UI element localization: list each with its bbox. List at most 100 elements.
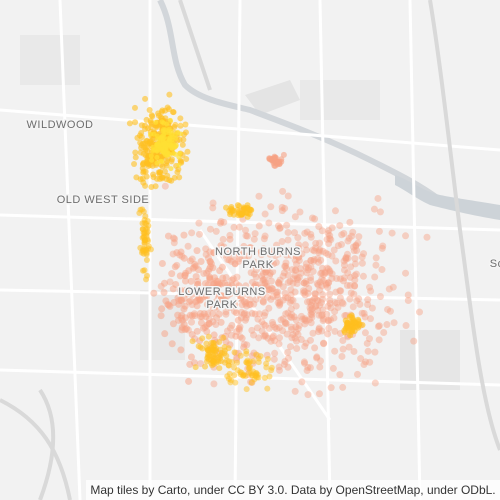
point	[177, 296, 185, 304]
point	[210, 380, 218, 388]
point	[232, 332, 240, 340]
point	[324, 279, 332, 287]
point	[292, 316, 300, 324]
point	[221, 280, 229, 288]
point	[354, 239, 362, 247]
point	[319, 317, 327, 325]
point	[310, 257, 318, 265]
point	[166, 91, 173, 98]
point	[221, 347, 228, 354]
point	[351, 276, 359, 284]
point	[281, 247, 289, 255]
point	[308, 313, 316, 321]
point	[295, 321, 303, 329]
point	[248, 326, 256, 334]
point	[315, 390, 323, 398]
point	[243, 302, 251, 310]
point	[142, 182, 149, 189]
point	[232, 379, 239, 386]
point	[322, 249, 330, 257]
point	[376, 293, 384, 301]
point	[287, 291, 295, 299]
point	[347, 289, 355, 297]
point	[269, 268, 277, 276]
point	[320, 276, 328, 284]
point	[360, 361, 368, 369]
point	[237, 352, 244, 359]
point	[260, 235, 268, 243]
point	[287, 246, 295, 254]
point	[308, 304, 316, 312]
place-label: PARK	[242, 259, 273, 271]
point	[177, 150, 183, 156]
road	[58, 0, 82, 500]
point	[212, 227, 220, 235]
point	[261, 321, 269, 329]
point	[301, 241, 309, 249]
point	[269, 293, 277, 301]
point	[237, 294, 245, 302]
point	[384, 305, 392, 313]
point	[324, 330, 332, 338]
point	[274, 299, 282, 307]
point	[170, 150, 176, 156]
point	[170, 109, 177, 116]
point	[316, 246, 324, 254]
point	[307, 306, 315, 314]
point	[241, 316, 249, 324]
point	[177, 115, 184, 122]
point	[195, 219, 203, 227]
point	[143, 257, 150, 264]
point	[258, 272, 266, 280]
point	[262, 268, 270, 276]
road	[0, 213, 500, 232]
point	[154, 154, 160, 160]
point	[375, 227, 383, 235]
point	[356, 300, 364, 308]
point	[219, 251, 227, 259]
point	[323, 264, 331, 272]
point	[307, 257, 315, 265]
point	[404, 291, 412, 299]
point	[203, 328, 211, 336]
point	[260, 332, 268, 340]
point	[287, 251, 295, 259]
point	[338, 299, 346, 307]
point	[291, 387, 299, 395]
point	[355, 233, 363, 241]
point	[247, 269, 255, 277]
point	[180, 136, 187, 143]
point	[324, 316, 332, 324]
place-label: PARK	[206, 299, 237, 311]
point	[177, 122, 184, 129]
point	[194, 266, 202, 274]
point	[164, 104, 171, 111]
road	[0, 108, 500, 152]
point	[301, 342, 309, 350]
point	[209, 199, 217, 207]
point	[264, 356, 271, 363]
point	[187, 353, 195, 361]
highway	[0, 398, 72, 500]
point	[180, 320, 188, 328]
point	[210, 352, 217, 359]
point	[279, 327, 287, 335]
point	[366, 283, 374, 291]
point	[282, 310, 290, 318]
point	[178, 326, 186, 334]
point	[211, 303, 219, 311]
point	[301, 229, 309, 237]
point	[366, 358, 374, 366]
point	[271, 155, 278, 162]
point	[254, 281, 262, 289]
point	[267, 203, 275, 211]
point	[166, 278, 174, 286]
point	[317, 256, 325, 264]
point	[255, 222, 263, 230]
point	[346, 218, 354, 226]
point	[253, 324, 261, 332]
point	[301, 288, 309, 296]
point	[158, 260, 166, 268]
